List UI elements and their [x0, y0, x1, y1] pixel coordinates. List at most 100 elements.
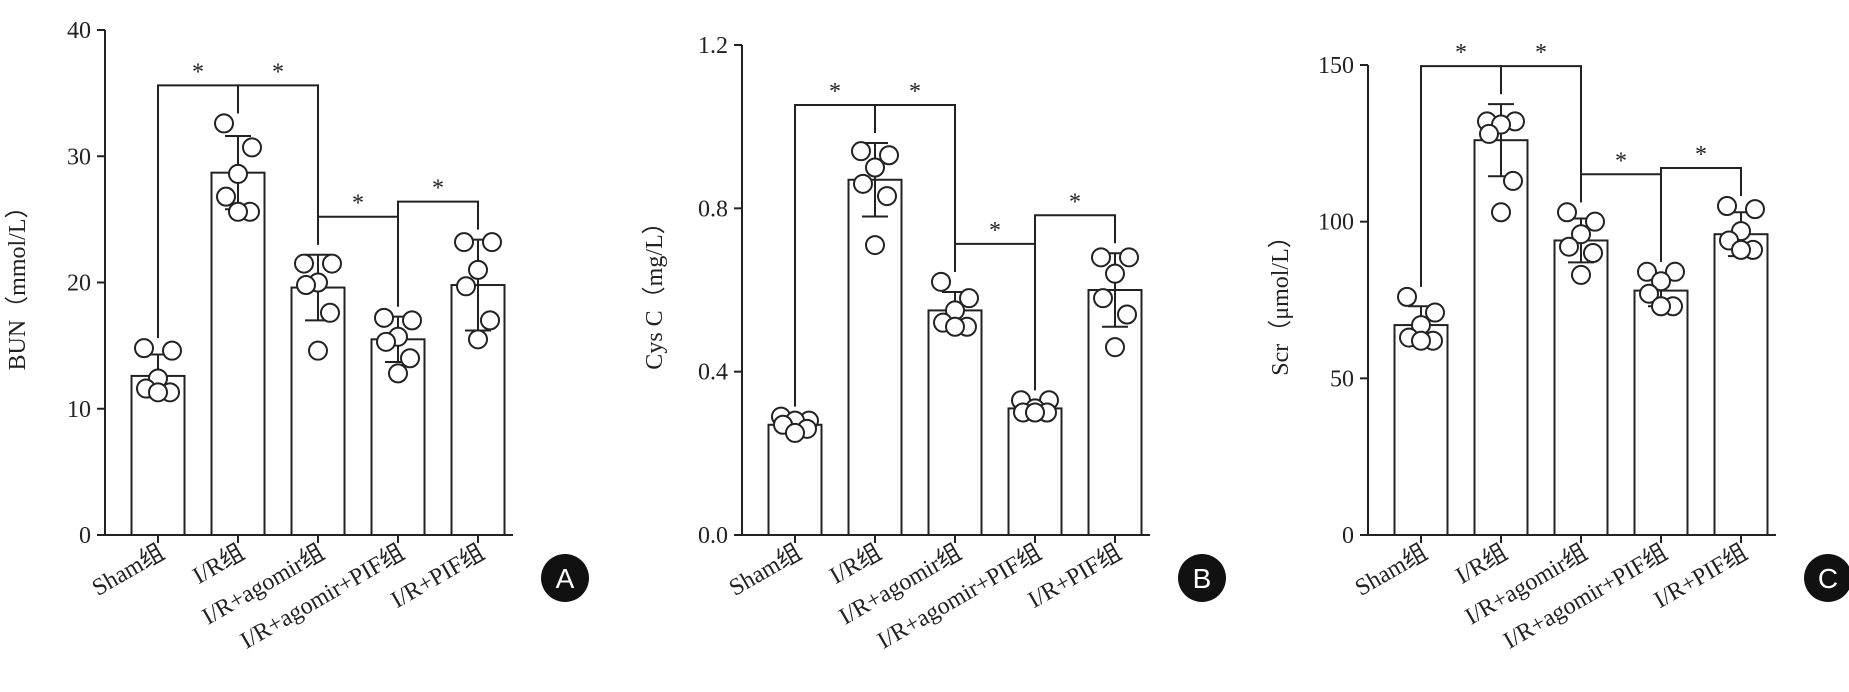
data-point: [959, 288, 979, 309]
x-tick-label: I/R组: [825, 539, 886, 590]
significance-bracket: [1034, 214, 1116, 391]
x-tick-label: I/R组: [1451, 539, 1512, 590]
significance-label: *: [272, 59, 284, 85]
data-point: [865, 157, 885, 178]
bar: [1633, 289, 1689, 536]
x-tick-label: I/R组: [188, 539, 249, 590]
y-tick-label: 0: [1342, 523, 1354, 549]
data-point: [1119, 247, 1139, 268]
data-point: [214, 113, 234, 134]
y-tick-label: 50: [1330, 366, 1354, 392]
data-point: [1425, 302, 1445, 323]
data-point: [400, 348, 420, 369]
x-tick-label: Sham组: [1350, 539, 1432, 602]
data-point: [376, 331, 396, 352]
y-axis-label: Cys C（mg/L）: [642, 210, 668, 369]
data-point: [296, 275, 316, 296]
y-tick-label: 30: [67, 144, 91, 170]
bar: [1393, 324, 1449, 537]
panel-badge: [1804, 554, 1849, 602]
data-point: [1731, 239, 1751, 260]
data-point: [1559, 236, 1579, 257]
bar: [847, 178, 903, 536]
significance-label: *: [192, 59, 204, 85]
bar: [1473, 139, 1529, 536]
significance-label: *: [1695, 142, 1707, 168]
data-point: [785, 422, 805, 443]
data-point: [480, 310, 500, 331]
data-point: [242, 137, 262, 158]
data-point: [468, 259, 488, 280]
data-point: [1503, 170, 1523, 191]
data-point: [402, 310, 422, 331]
significance-label: *: [1069, 189, 1081, 215]
y-tick-label: 0.0: [698, 523, 728, 549]
data-point: [134, 338, 154, 359]
data-point: [945, 316, 965, 337]
data-point: [148, 382, 168, 403]
data-point: [1091, 247, 1111, 268]
data-point: [1585, 211, 1605, 232]
y-tick-label: 0.8: [698, 196, 728, 222]
data-point: [320, 302, 340, 323]
significance-label: *: [1615, 148, 1627, 174]
data-point: [1105, 337, 1125, 358]
data-point: [1557, 202, 1577, 223]
y-tick-label: 40: [67, 18, 91, 44]
bar: [1007, 407, 1063, 536]
data-point: [1397, 286, 1417, 307]
significance-label: *: [432, 176, 444, 202]
bar: [290, 286, 346, 536]
significance-label: *: [1455, 40, 1467, 66]
data-point: [482, 232, 502, 253]
data-point: [1025, 402, 1045, 423]
y-tick-label: 10: [67, 397, 91, 423]
data-point: [374, 307, 394, 328]
x-tick-label: Sham组: [87, 539, 169, 602]
data-point: [865, 235, 885, 256]
panel-label: A: [556, 563, 575, 594]
data-point: [1491, 202, 1511, 223]
data-point: [1637, 261, 1657, 282]
data-point: [931, 271, 951, 292]
data-point: [1665, 261, 1685, 282]
data-point: [468, 329, 488, 350]
bar: [767, 423, 823, 536]
significance-label: *: [909, 79, 921, 105]
data-point: [1571, 264, 1591, 285]
significance-label: *: [989, 218, 1001, 244]
data-point: [1717, 196, 1737, 216]
bar: [927, 309, 983, 536]
y-axis-label: Scr（μmol/L）: [1268, 224, 1294, 376]
significance-bracket: [874, 104, 956, 272]
significance-label: *: [829, 79, 841, 105]
y-tick-label: 1.2: [698, 33, 728, 59]
data-point: [1639, 283, 1659, 304]
significance-bracket: [237, 84, 319, 245]
data-point: [851, 141, 871, 162]
y-tick-label: 150: [1318, 53, 1354, 79]
panel-label: B: [1193, 563, 1212, 594]
data-point: [1105, 263, 1125, 284]
significance-bracket: [397, 200, 479, 307]
data-point: [162, 340, 182, 361]
x-tick-label: Sham组: [724, 539, 806, 602]
data-point: [454, 232, 474, 253]
data-point: [1571, 224, 1591, 245]
y-tick-label: 20: [67, 271, 91, 297]
panel-badge: [1178, 554, 1226, 602]
panel-label: C: [1818, 563, 1838, 594]
data-point: [877, 186, 897, 207]
y-axis-label: BUN（mmol/L）: [5, 194, 31, 370]
data-point: [853, 173, 873, 194]
bar: [1713, 233, 1769, 536]
bar: [1553, 239, 1609, 536]
data-point: [456, 276, 476, 297]
data-point: [228, 201, 248, 222]
bar: [1087, 289, 1143, 536]
data-point: [1479, 123, 1499, 144]
y-tick-label: 100: [1318, 210, 1354, 236]
data-point: [879, 145, 899, 166]
significance-bracket: [1660, 167, 1742, 262]
